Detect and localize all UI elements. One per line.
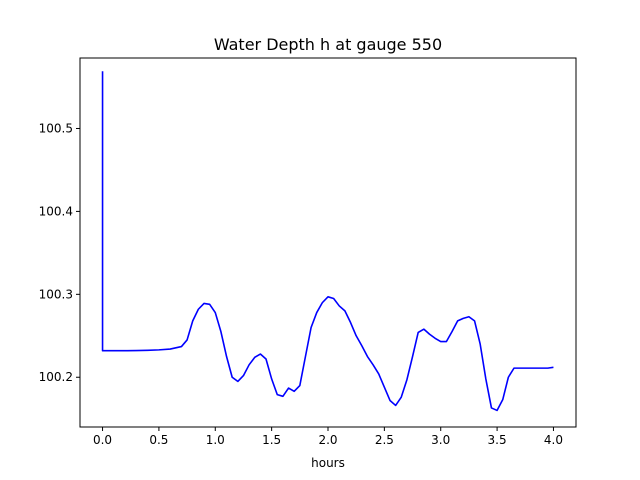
series-layer [101,71,554,412]
y-tick-label: 100.2 [39,370,73,384]
x-tick-label: 1.0 [206,433,225,447]
series-line-0 [101,71,554,412]
y-tick-label: 100.3 [39,287,73,301]
chart-title: Water Depth h at gauge 550 [214,35,442,54]
x-tick-label: 0.0 [93,433,112,447]
x-tick-label: 0.5 [149,433,168,447]
x-tick-label: 3.5 [488,433,507,447]
y-axis: 100.2 100.3 100.4 100.5 [39,121,80,384]
x-tick-label: 2.0 [318,433,337,447]
y-tick-label: 100.5 [39,121,73,135]
x-tick-label: 3.0 [431,433,450,447]
x-axis: 0.0 0.5 1.0 1.5 2.0 2.5 3.0 3.5 4.0 [93,427,563,447]
axes-frame [79,57,577,428]
x-tick-label: 1.5 [262,433,281,447]
x-axis-label: hours [311,456,345,470]
x-tick-label: 4.0 [544,433,563,447]
y-tick-label: 100.4 [39,204,73,218]
x-tick-label: 2.5 [375,433,394,447]
plot-area [79,57,577,428]
